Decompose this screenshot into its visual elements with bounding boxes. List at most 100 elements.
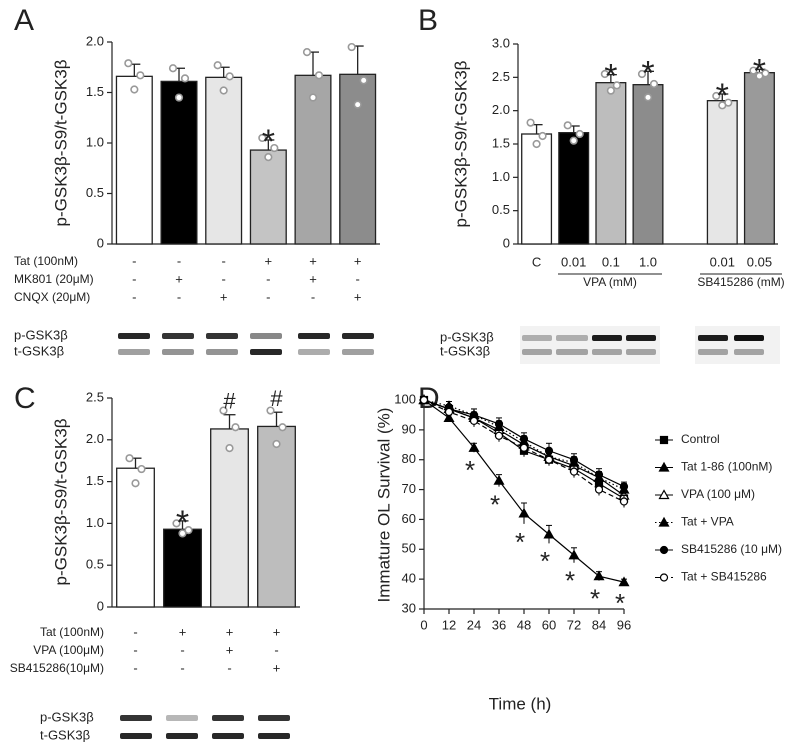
significance: *	[604, 58, 617, 96]
data-point	[469, 416, 479, 425]
data-point	[593, 570, 605, 581]
data-point	[569, 467, 579, 476]
x-tick-label: 84	[592, 617, 606, 632]
condition-sign: +	[309, 253, 317, 268]
data-point	[444, 407, 454, 417]
bar	[115, 75, 153, 245]
significance: *	[262, 123, 275, 161]
y-tick-label: 30	[402, 600, 416, 615]
x-tick-label: 12	[442, 617, 456, 632]
significance: *	[565, 566, 575, 596]
blot-band	[120, 715, 152, 721]
y-axis-label: p-GSK3β-S9/t-GSK3β	[51, 59, 70, 226]
condition-sign: -	[266, 289, 270, 304]
x-tick-label: 0	[420, 617, 427, 632]
blot-label: t-GSK3β	[440, 343, 490, 358]
condition-sign: -	[180, 660, 184, 675]
blot-band	[734, 335, 764, 341]
data-point	[643, 93, 653, 102]
data-point	[494, 431, 504, 440]
data-point	[718, 101, 727, 110]
y-tick-label: 50	[402, 541, 416, 556]
y-tick-label: 1.0	[492, 169, 510, 184]
condition-sign: -	[133, 624, 137, 639]
bar	[339, 73, 377, 245]
legend-label: VPA (100 μM)	[681, 487, 755, 501]
data-point	[225, 72, 234, 81]
condition-sign: -	[221, 271, 225, 286]
significance: *	[515, 527, 525, 557]
data-point	[538, 131, 547, 141]
data-point	[125, 454, 134, 463]
data-point	[543, 528, 555, 539]
data-point	[302, 47, 312, 57]
blot-label: p-GSK3β	[14, 327, 68, 342]
blot-band	[212, 733, 244, 739]
condition-sign: -	[177, 289, 181, 304]
condition-sign: -	[221, 253, 225, 268]
series-line	[423, 399, 625, 503]
y-tick-label: 3.0	[492, 35, 510, 50]
condition-sign: +	[175, 271, 183, 286]
y-tick-label: 2.5	[86, 389, 104, 404]
data-point	[493, 474, 505, 485]
data-point	[278, 423, 287, 432]
data-point	[749, 66, 758, 75]
category-label: C	[532, 254, 541, 269]
y-tick-label: 0	[503, 235, 510, 250]
condition-label: Tat (100nM)	[40, 625, 104, 639]
significance: *	[641, 54, 654, 92]
bar	[116, 467, 155, 608]
data-point	[219, 86, 228, 95]
data-point	[612, 81, 621, 90]
condition-sign: -	[355, 271, 359, 286]
condition-sign: +	[226, 624, 234, 639]
data-point	[618, 576, 630, 587]
condition-sign: +	[354, 253, 362, 268]
condition-sign: -	[311, 289, 315, 304]
condition-sign: +	[179, 624, 187, 639]
x-tick-label: 96	[617, 617, 631, 632]
y-axis-label: p-GSK3β-S9/t-GSK3β	[51, 418, 70, 585]
blot-label: p-GSK3β	[40, 709, 94, 724]
data-point	[619, 497, 629, 506]
condition-sign: -	[133, 642, 137, 657]
data-point	[568, 549, 580, 560]
blot-band	[120, 733, 152, 739]
category-label: 0.1	[602, 254, 620, 269]
y-axis-label: Immature OL Survival (%)	[374, 408, 393, 603]
data-point	[272, 439, 281, 449]
significance: *	[176, 504, 189, 542]
bar	[210, 428, 249, 608]
data-point	[569, 136, 578, 145]
y-axis-label: p-GSK3β-S9/t-GSK3β	[451, 60, 470, 227]
y-tick-label: 1.0	[86, 134, 104, 149]
blot-band	[592, 349, 622, 355]
data-point	[519, 434, 529, 443]
category-label: 0.05	[747, 254, 772, 269]
blot-label: p-GSK3β	[440, 329, 494, 344]
blot-band	[626, 335, 656, 341]
blot-band	[698, 349, 728, 355]
condition-sign: +	[273, 660, 281, 675]
y-tick-label: 2.0	[86, 33, 104, 48]
y-tick-label: 1.5	[86, 473, 104, 488]
condition-sign: -	[132, 253, 136, 268]
data-point	[518, 507, 530, 518]
blot-band	[298, 349, 330, 355]
data-point	[494, 419, 504, 428]
blot-band	[166, 733, 198, 739]
significance: *	[465, 455, 475, 485]
data-point	[600, 69, 609, 79]
significance: *	[590, 584, 600, 614]
x-tick-label: 48	[517, 617, 531, 632]
blot-band	[206, 333, 238, 339]
blot-band	[556, 349, 588, 355]
bar	[743, 72, 775, 245]
significance: *	[490, 489, 500, 519]
data-point	[178, 529, 187, 538]
blot-band	[166, 715, 198, 721]
legend-label: Tat + VPA	[681, 515, 734, 529]
bar	[558, 132, 590, 245]
y-tick-label: 40	[402, 571, 416, 586]
